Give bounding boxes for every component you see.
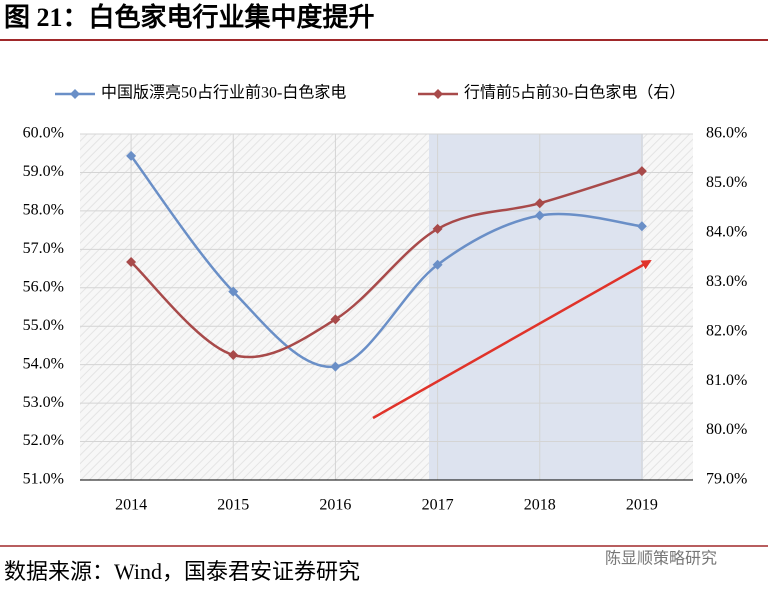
series-line	[130, 169, 643, 359]
y-tick-label: 52.0%	[23, 432, 64, 449]
legend-label: 中国版漂亮50占行业前30-白色家电	[101, 84, 346, 102]
point-marker	[636, 221, 647, 232]
y2-tick-label: 86.0%	[706, 125, 747, 142]
watermark: 陈显顺策略研究	[605, 550, 717, 568]
point-marker	[432, 259, 443, 270]
y-tick-label: 60.0%	[23, 125, 64, 142]
legend-marker	[70, 89, 80, 99]
x-tick-label: 2014	[115, 497, 147, 514]
page-title: 图 21：白色家电行业集中度提升	[4, 2, 375, 32]
y-tick-label: 54.0%	[23, 355, 64, 372]
point-marker	[126, 150, 137, 161]
y2-tick-label: 82.0%	[706, 322, 747, 339]
y2-tick-label: 85.0%	[706, 174, 747, 191]
x-tick-label: 2016	[319, 497, 351, 514]
y-tick-label: 58.0%	[23, 202, 64, 219]
highlight-region	[429, 134, 643, 480]
point-marker	[432, 223, 443, 234]
legend-marker	[433, 89, 443, 99]
x-tick-label: 2017	[422, 497, 454, 514]
y2-tick-label: 83.0%	[706, 273, 747, 290]
y-tick-label: 57.0%	[23, 240, 64, 257]
point-marker	[228, 349, 239, 360]
y-tick-label: 55.0%	[23, 317, 64, 334]
y-tick-label: 51.0%	[23, 471, 64, 488]
point-marker	[636, 166, 647, 177]
x-tick-label: 2015	[217, 497, 249, 514]
point-marker	[534, 210, 545, 221]
y2-tick-label: 80.0%	[706, 421, 747, 438]
y-tick-label: 56.0%	[23, 278, 64, 295]
trend-arrow	[372, 259, 652, 420]
point-marker	[534, 198, 545, 209]
y-tick-label: 53.0%	[23, 394, 64, 411]
point-marker	[228, 286, 239, 297]
y2-tick-label: 81.0%	[706, 372, 747, 389]
y2-tick-label: 84.0%	[706, 224, 747, 241]
x-tick-label: 2018	[524, 497, 556, 514]
x-tick-label: 2019	[626, 497, 658, 514]
legend-label: 行情前5占前30-白色家电（右）	[464, 84, 685, 102]
point-marker	[330, 314, 341, 325]
y2-tick-label: 79.0%	[706, 471, 747, 488]
y-tick-label: 59.0%	[23, 163, 64, 180]
point-marker	[126, 257, 137, 268]
point-marker	[330, 361, 341, 372]
source: 数据来源：Wind，国泰君安证券研究	[4, 559, 360, 584]
